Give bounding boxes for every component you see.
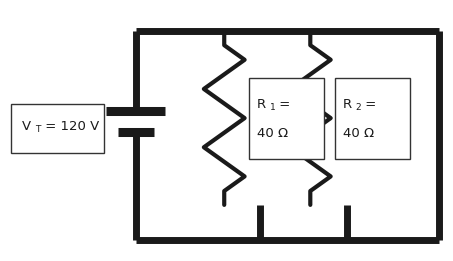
Text: = 120 V: = 120 V	[41, 120, 99, 133]
Text: =: =	[361, 98, 376, 111]
Text: 2: 2	[356, 103, 361, 112]
Text: 40 Ω: 40 Ω	[343, 127, 374, 140]
Text: T: T	[35, 125, 41, 134]
FancyBboxPatch shape	[11, 104, 104, 153]
Text: V: V	[22, 120, 31, 133]
Text: R: R	[257, 98, 266, 111]
FancyBboxPatch shape	[335, 78, 410, 159]
Text: =: =	[275, 98, 290, 111]
Text: R: R	[343, 98, 352, 111]
FancyBboxPatch shape	[249, 78, 324, 159]
Text: 40 Ω: 40 Ω	[257, 127, 288, 140]
Text: 1: 1	[270, 103, 275, 112]
